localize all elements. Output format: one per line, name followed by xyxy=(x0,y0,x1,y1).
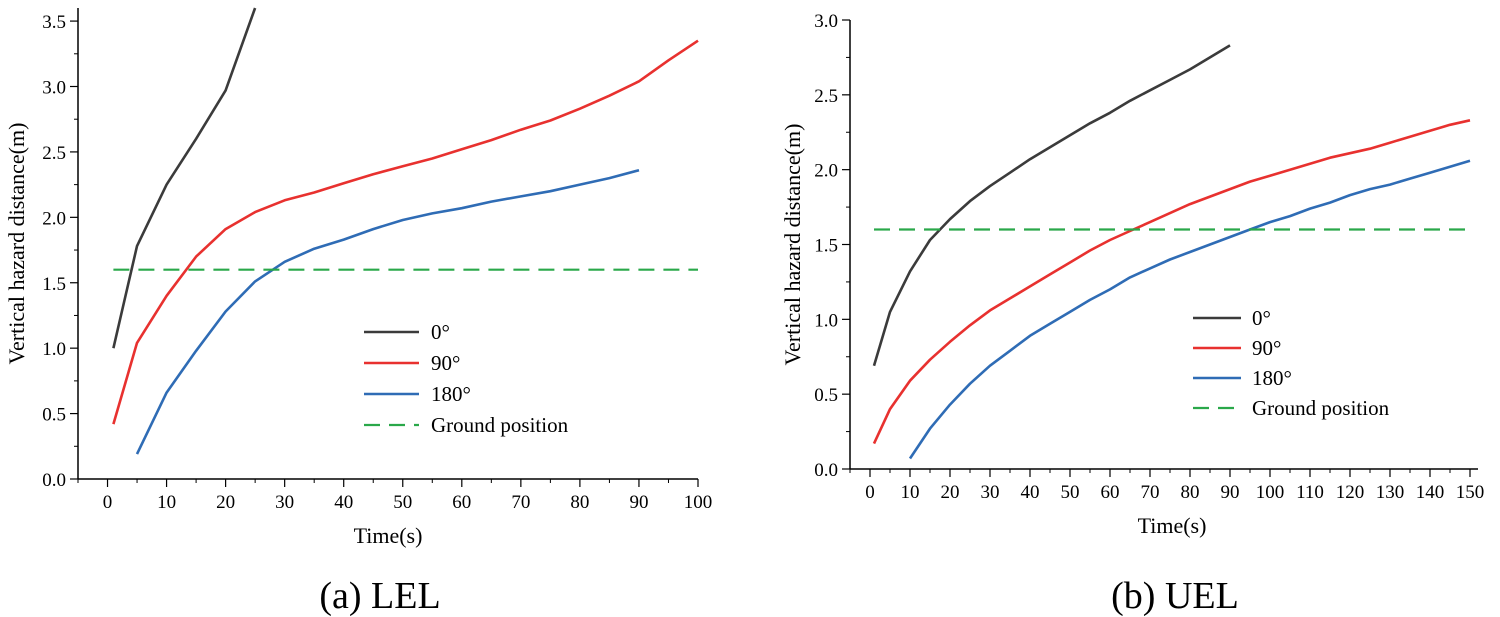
x-tick-label: 40 xyxy=(1021,482,1040,503)
legend-label: 180° xyxy=(431,382,471,406)
x-tick-label: 130 xyxy=(1376,482,1405,503)
y-axis-title: Vertical hazard distance(m) xyxy=(4,123,29,365)
legend-label: 180° xyxy=(1252,366,1292,390)
y-tick-label: 2.5 xyxy=(814,86,838,107)
y-axis-title: Vertical hazard distance(m) xyxy=(780,124,805,366)
x-tick-label: 90 xyxy=(1221,482,1240,503)
legend-label: 90° xyxy=(431,351,460,375)
y-tick-label: 0.5 xyxy=(42,405,66,426)
x-tick-label: 80 xyxy=(570,492,589,513)
y-tick-label: 3.0 xyxy=(42,78,66,99)
x-tick-label: 40 xyxy=(334,492,353,513)
x-tick-label: 10 xyxy=(901,482,920,503)
chart-0: 0 10 20 30 40 50 60 70 80 90 100 0.0 0.5 1.0 1.5 2.0 2.5… xyxy=(4,7,713,617)
x-tick-label: 80 xyxy=(1181,482,1200,503)
x-tick-label: 90 xyxy=(629,492,648,513)
chart-1: 0 10 20 30 40 50 60 70 80 90 100 110 120 130 140 150 0.0… xyxy=(780,11,1484,617)
y-tick-label: 1.5 xyxy=(814,236,838,257)
y-tick-label: 3.5 xyxy=(42,12,66,33)
x-tick-label: 110 xyxy=(1296,482,1324,503)
x-tick-label: 100 xyxy=(684,492,713,513)
x-tick-label: 10 xyxy=(157,492,176,513)
series-line-angle-1 xyxy=(872,119,1471,445)
legend-label: 0° xyxy=(431,320,450,344)
x-tick-label: 60 xyxy=(452,492,471,513)
y-tick-label: 2.0 xyxy=(814,161,838,182)
x-tick-label: 30 xyxy=(275,492,294,513)
x-tick-label: 70 xyxy=(511,492,530,513)
legend-label: Ground position xyxy=(1252,396,1390,420)
x-tick-label: 100 xyxy=(1256,482,1285,503)
legend-label: Ground position xyxy=(431,413,569,437)
x-tick-label: 20 xyxy=(941,482,960,503)
y-tick-label: 1.5 xyxy=(42,274,66,295)
x-tick-label: 0 xyxy=(865,482,875,503)
y-tick-label: 2.0 xyxy=(42,208,66,229)
y-tick-label: 1.0 xyxy=(42,339,66,360)
legend-label: 0° xyxy=(1252,306,1271,330)
x-tick-label: 0 xyxy=(103,492,113,513)
series-line-angle-1 xyxy=(112,39,699,425)
y-tick-label: 0.0 xyxy=(814,460,838,481)
y-tick-label: 0.5 xyxy=(814,385,838,406)
series-line-angle-0 xyxy=(112,7,257,349)
series-line-angle-0 xyxy=(872,44,1231,367)
x-tick-label: 50 xyxy=(1061,482,1080,503)
x-tick-label: 20 xyxy=(216,492,235,513)
y-tick-label: 1.0 xyxy=(814,310,838,331)
chart-caption: (b) UEL xyxy=(1111,575,1239,617)
x-tick-label: 50 xyxy=(393,492,412,513)
y-tick-label: 0.0 xyxy=(42,470,66,491)
x-axis-title: Time(s) xyxy=(354,523,423,548)
series-line-angle-2 xyxy=(135,168,640,455)
x-tick-label: 60 xyxy=(1101,482,1120,503)
x-tick-label: 120 xyxy=(1336,482,1365,503)
x-tick-label: 70 xyxy=(1141,482,1160,503)
x-tick-label: 140 xyxy=(1416,482,1445,503)
x-tick-label: 150 xyxy=(1456,482,1485,503)
x-tick-label: 30 xyxy=(981,482,1000,503)
legend-label: 90° xyxy=(1252,336,1281,360)
y-tick-label: 3.0 xyxy=(814,11,838,32)
chart-caption: (a) LEL xyxy=(319,575,440,617)
y-tick-label: 2.5 xyxy=(42,143,66,164)
series-line-angle-2 xyxy=(908,159,1471,460)
x-axis-title: Time(s) xyxy=(1138,513,1207,538)
